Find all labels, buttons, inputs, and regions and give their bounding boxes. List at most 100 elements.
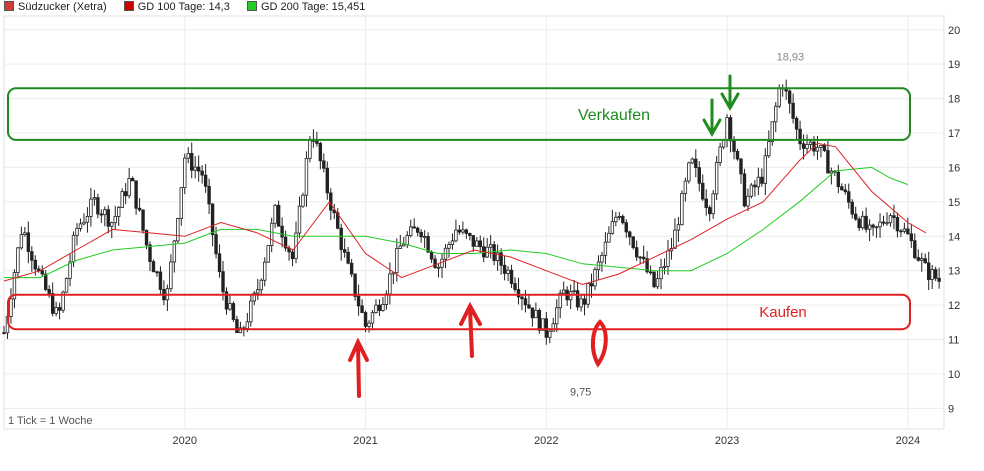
- candle-body: [349, 262, 354, 275]
- candle-body: [561, 289, 566, 294]
- candle-body: [71, 234, 76, 263]
- candle-body: [593, 269, 597, 287]
- candle: [78, 218, 83, 232]
- candle-body: [777, 87, 781, 107]
- candle-body: [742, 173, 747, 207]
- y-tick-label: 12: [948, 300, 960, 312]
- candle: [860, 210, 865, 230]
- candle-body: [280, 225, 284, 238]
- candle: [655, 270, 660, 290]
- legend-item-gd100: GD 100 Tage: 14,3: [123, 1, 230, 13]
- candle: [269, 217, 274, 253]
- candle: [895, 212, 900, 238]
- y-tick-label: 13: [948, 266, 960, 278]
- candle: [878, 213, 882, 238]
- candle-body: [648, 271, 653, 274]
- candle-body: [228, 303, 232, 310]
- candle: [471, 235, 476, 252]
- candle: [506, 266, 510, 282]
- candle-body: [412, 226, 416, 229]
- candle: [183, 153, 187, 195]
- candle: [502, 255, 507, 281]
- candle: [603, 232, 608, 265]
- candle: [711, 190, 715, 219]
- candle-body: [353, 273, 357, 297]
- candle-body: [478, 240, 482, 248]
- candle: [130, 176, 135, 182]
- y-tick-label: 14: [948, 231, 960, 243]
- candle: [381, 297, 385, 312]
- candle-body: [888, 215, 893, 224]
- candle: [301, 192, 305, 208]
- candle-body: [422, 236, 427, 238]
- candle-body: [836, 171, 841, 188]
- candle-body: [137, 207, 142, 211]
- candle-body: [673, 229, 677, 249]
- candle-body: [454, 229, 458, 242]
- candle-body: [739, 158, 743, 175]
- candle-body: [909, 233, 914, 242]
- candle-body: [388, 273, 392, 295]
- candle-body: [221, 271, 225, 293]
- candle-body: [707, 207, 712, 215]
- candle-body: [461, 229, 465, 233]
- candle: [273, 204, 277, 229]
- candle-body: [214, 234, 218, 255]
- candle-body: [537, 310, 542, 331]
- legend-swatch-gd100: [123, 1, 134, 11]
- gd200-line: [4, 166, 908, 279]
- y-tick-label: 18: [948, 94, 960, 106]
- candle-body: [603, 241, 608, 256]
- red-arrow-up-1-icon: [348, 337, 369, 398]
- candle: [106, 205, 110, 234]
- candle-body: [113, 215, 117, 224]
- candle: [186, 147, 190, 164]
- y-tick-label: 10: [948, 369, 960, 381]
- candle: [805, 134, 809, 154]
- candle: [266, 245, 270, 263]
- candle-body: [652, 271, 656, 288]
- candle-body: [690, 158, 695, 164]
- candle: [798, 120, 802, 151]
- candle-body: [50, 293, 55, 314]
- candle: [847, 183, 851, 209]
- candle-body: [193, 166, 197, 171]
- candle-body: [419, 231, 423, 238]
- candle-body: [787, 90, 792, 104]
- candle: [495, 244, 500, 271]
- y-tick-label: 19: [948, 59, 960, 71]
- candle: [621, 214, 625, 225]
- candle: [607, 226, 611, 243]
- candle-body: [127, 178, 131, 197]
- candle-body: [203, 174, 208, 187]
- candle-body: [440, 258, 444, 268]
- candle-body: [555, 307, 559, 325]
- candle-body: [864, 215, 868, 230]
- candle-body: [336, 212, 340, 229]
- candle: [342, 238, 347, 258]
- candle-body: [200, 170, 204, 176]
- tick-note: 1 Tick = 1 Woche: [8, 415, 93, 427]
- candle-body: [23, 232, 27, 236]
- chart-legend: Südzucker (Xetra) GD 100 Tage: 14,3 GD 2…: [4, 1, 379, 13]
- candle-body: [582, 298, 587, 305]
- candle: [937, 267, 941, 289]
- candle: [923, 253, 927, 264]
- candle: [826, 140, 830, 174]
- candle: [464, 228, 469, 239]
- candle: [409, 219, 413, 238]
- candle-body: [158, 271, 163, 290]
- candle-body: [169, 261, 173, 290]
- y-tick-label: 20: [948, 25, 960, 37]
- candle: [680, 190, 684, 226]
- candle: [280, 217, 284, 248]
- candle-body: [283, 236, 288, 249]
- candle: [433, 255, 437, 269]
- candle: [520, 294, 524, 311]
- legend-item-price: Südzucker (Xetra): [4, 1, 107, 13]
- candle: [864, 207, 868, 233]
- candle: [179, 187, 183, 226]
- legend-item-gd200: GD 200 Tage: 15,451: [246, 1, 365, 13]
- candle: [916, 249, 920, 262]
- candle-body: [694, 158, 698, 168]
